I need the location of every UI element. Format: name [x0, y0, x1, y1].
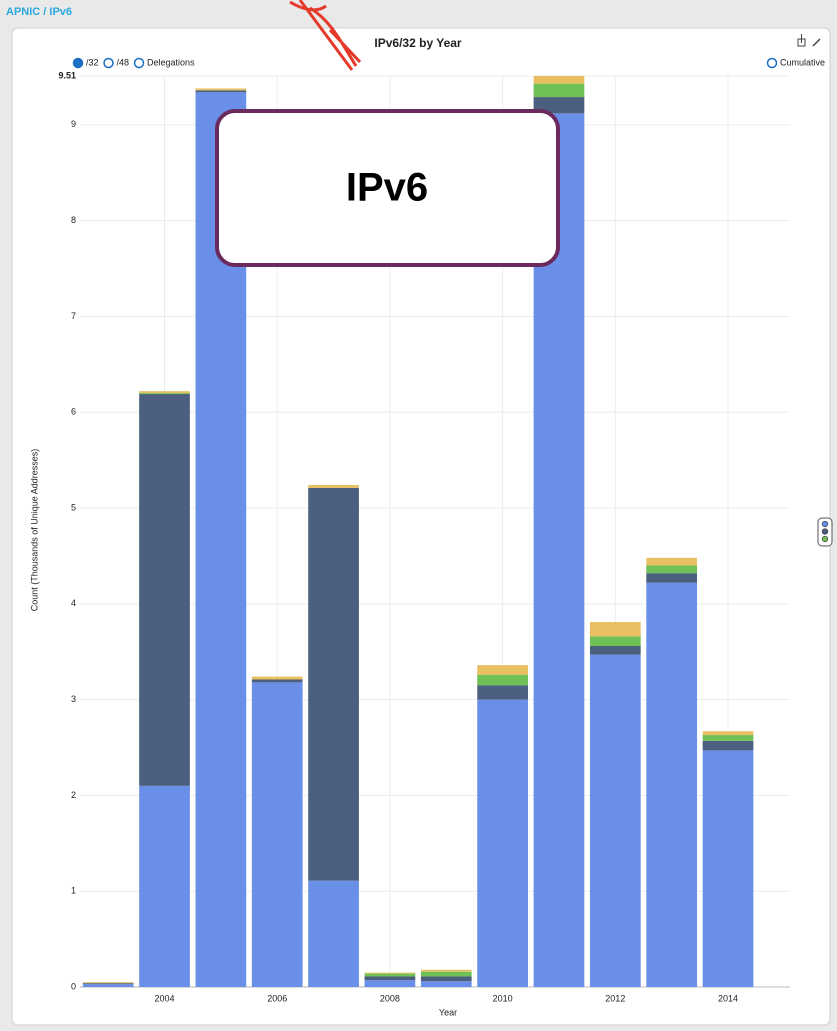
bar-segment [703, 750, 754, 987]
toggle-label[interactable]: /32 [86, 57, 99, 67]
bar-segment [83, 982, 134, 983]
x-tick-label: 2006 [267, 993, 287, 1003]
x-tick-label: 2008 [380, 993, 400, 1003]
bar-segment [590, 622, 641, 636]
bar-segment [590, 655, 641, 987]
bar-segment [646, 558, 697, 566]
legend-swatch [822, 536, 828, 542]
x-tick-label: 2004 [155, 993, 175, 1003]
cumulative-label[interactable]: Cumulative [780, 57, 825, 67]
screenshot: APNIC / IPv6 IPv6/32 by Year Year Count … [0, 0, 837, 1031]
bar-segment [421, 970, 472, 972]
toggle-radio[interactable] [74, 59, 83, 68]
y-tick-label: 9 [71, 119, 76, 129]
overlay-label: IPv6 [346, 166, 428, 210]
bar-segment [477, 675, 528, 686]
y-tick-label: 4 [71, 598, 76, 608]
bar-segment [139, 786, 190, 987]
bar-segment [590, 646, 641, 655]
y-tick-label: 1 [71, 886, 76, 896]
bar-segment [252, 677, 303, 680]
y-tick-label: 8 [71, 215, 76, 225]
bar-segment [477, 665, 528, 675]
overlay: IPv6 [217, 111, 558, 265]
page: {"breadcrumb": "APNIC / IPv6", "overlay_… [0, 0, 837, 1031]
bar-segment [421, 981, 472, 987]
y-tick-label: 2 [71, 790, 76, 800]
bar-segment [308, 488, 359, 881]
bar-segment [365, 980, 416, 987]
y-tick-label: 3 [71, 694, 76, 704]
bar-segment [477, 685, 528, 699]
y-tick-label: 9.51 [58, 70, 76, 80]
chart-title: IPv6/32 by Year [374, 36, 462, 50]
bar-segment [308, 485, 359, 488]
bar-segment [139, 393, 190, 394]
x-tick-label: 2012 [605, 993, 625, 1003]
bar-segment [477, 700, 528, 987]
bar-segment [83, 984, 134, 987]
legend-swatch [822, 529, 828, 535]
breadcrumb[interactable]: APNIC / IPv6 [6, 6, 72, 18]
bar-segment [534, 76, 585, 84]
bar-segment [308, 881, 359, 987]
bar-segment [196, 88, 247, 90]
bar-segment [703, 741, 754, 751]
bar-segment [703, 731, 754, 735]
y-tick-label: 6 [71, 407, 76, 417]
bar-segment [365, 976, 416, 980]
toggle-label[interactable]: Delegations [147, 57, 195, 67]
x-tick-label: 2010 [493, 993, 513, 1003]
bar-segment [421, 976, 472, 981]
bar-segment [421, 972, 472, 977]
bar-segment [534, 84, 585, 97]
bar-segment [646, 566, 697, 574]
y-tick-label: 5 [71, 502, 76, 512]
y-axis-label: Count (Thousands of Unique Addresses) [29, 449, 39, 612]
bar-segment [252, 680, 303, 683]
bar-segment [590, 636, 641, 646]
toggle-label[interactable]: /48 [117, 57, 130, 67]
y-tick-label: 7 [71, 311, 76, 321]
bar-segment [365, 974, 416, 977]
bar-segment [139, 394, 190, 786]
bar-segment [703, 735, 754, 741]
bar-segment [83, 983, 134, 984]
bar-segment [365, 973, 416, 974]
bar-segment [139, 391, 190, 393]
x-tick-label: 2014 [718, 993, 738, 1003]
mini-legend-swatches [822, 521, 828, 542]
legend-swatch [822, 521, 828, 527]
x-axis-label: Year [439, 1007, 457, 1017]
y-tick-label: 0 [71, 981, 76, 991]
bar-segment [646, 573, 697, 583]
bar-segment [646, 583, 697, 987]
bar-segment [196, 90, 247, 92]
bar-segment [252, 682, 303, 987]
